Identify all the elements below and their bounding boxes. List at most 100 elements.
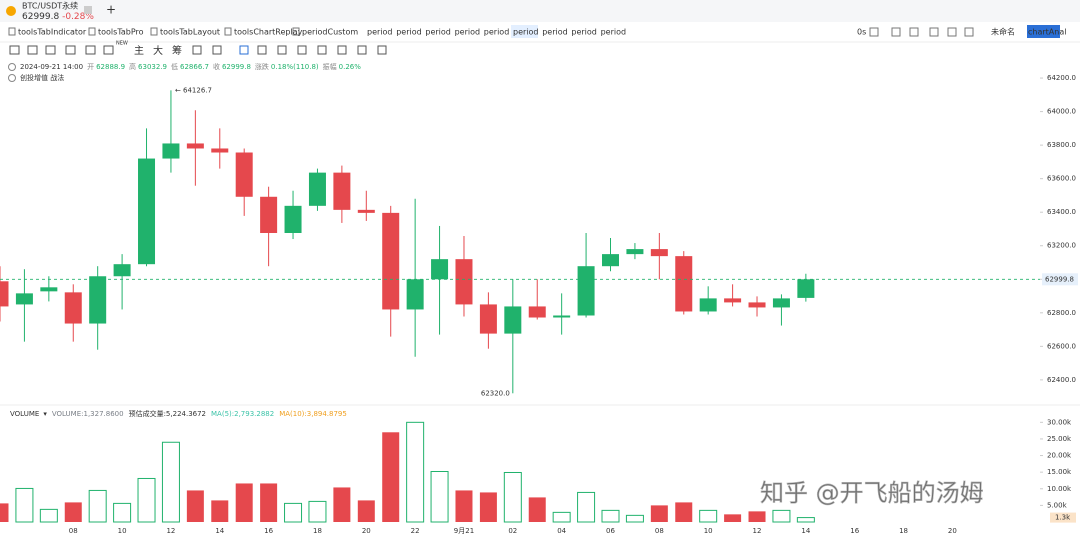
field-value: 62999.8 [222, 63, 251, 71]
draw-tool[interactable] [65, 45, 76, 55]
field-label: 高 [129, 62, 136, 71]
draw-tool[interactable] [257, 45, 267, 55]
draw-tool[interactable] [103, 45, 114, 55]
last-volume-label: 1.3k [1055, 514, 1071, 522]
volume-tick-label: 30.00k [1047, 418, 1072, 426]
candle-body [64, 292, 82, 324]
period[interactable]: period [396, 28, 421, 37]
volume-bar [308, 500, 327, 523]
draw-tool[interactable] [27, 45, 38, 55]
volume-bar [455, 490, 473, 522]
draw-tool[interactable] [85, 45, 96, 55]
draw-tool[interactable] [192, 45, 202, 55]
candle-body [553, 315, 571, 318]
draw-tool[interactable] [45, 45, 56, 55]
toolbar-tab[interactable]: toolsTabLayout [160, 28, 220, 37]
draw-tool[interactable] [277, 45, 287, 55]
add-tab[interactable]: + [106, 3, 116, 17]
candle-body [406, 279, 424, 310]
price: 62999.8 -0.28% [22, 12, 94, 22]
volume-bar [675, 502, 693, 522]
volume-bar [601, 509, 620, 523]
volume-bar [748, 511, 766, 522]
toolbar-tab[interactable]: toolsChartReplay [234, 28, 303, 37]
high-marker: ← 64126.7 [175, 86, 212, 94]
field-value: 0.26% [339, 63, 362, 71]
y-tick-label: 63800.0 [1047, 141, 1076, 149]
candle-body [0, 281, 9, 307]
analysis[interactable]: chartAnal [1028, 28, 1066, 37]
y-tick-label: 62400.0 [1047, 376, 1076, 384]
symbol[interactable]: BTC/USDT永续 [22, 1, 78, 11]
draw-tool[interactable] [357, 45, 367, 55]
quick-tool[interactable]: 大 [153, 44, 163, 57]
toolbar-tab[interactable]: toolsTabPro [98, 28, 144, 37]
tool-icon[interactable] [909, 27, 919, 37]
volume-bar [724, 514, 742, 522]
candle-body [333, 172, 351, 210]
x-tick-label: 20 [948, 527, 957, 535]
period[interactable]: period [571, 28, 596, 37]
volume-bar [186, 490, 204, 522]
tool-icon[interactable] [891, 27, 901, 37]
watermark: 知乎 @开飞船的汤姆 [760, 479, 984, 507]
collapse[interactable] [8, 63, 16, 71]
candle-body [260, 196, 278, 233]
volume-tick-label: 15.00k [1047, 468, 1072, 476]
eye[interactable] [8, 74, 16, 82]
volume-bar [260, 483, 278, 522]
draw-tool[interactable] [317, 45, 327, 55]
draw-tool[interactable] [212, 45, 222, 55]
draw-tool[interactable] [239, 45, 249, 55]
quick-tool[interactable]: 主 [134, 45, 144, 57]
layout-name[interactable]: 未命名 [991, 27, 1015, 37]
x-tick-label: 14 [215, 527, 224, 535]
period[interactable]: period [601, 28, 626, 37]
period[interactable]: period [425, 28, 450, 37]
tool-icon[interactable] [929, 27, 939, 37]
volume-legend-item: 预估成交量:5,224.3672 [129, 409, 206, 418]
volume-bar [625, 514, 644, 523]
field-label: 振幅 [323, 62, 337, 71]
quick-tool[interactable]: 筹 [172, 44, 182, 57]
candle-body [162, 143, 180, 159]
toolbar-tab[interactable]: toolsTabIndicator [18, 28, 87, 37]
tool-icon[interactable] [869, 27, 879, 37]
volume-bar [406, 421, 425, 523]
volume-bar [796, 517, 815, 523]
tab-bar [0, 0, 1080, 22]
candle-body [724, 298, 742, 303]
period[interactable]: period [542, 28, 567, 37]
field-label: 开 [87, 63, 94, 71]
coin-icon [6, 6, 16, 16]
volume-bar [699, 509, 718, 523]
field-label: 低 [171, 62, 178, 71]
price-change: -0.28% [62, 12, 94, 22]
volume-bar [382, 432, 400, 522]
tab-icon [150, 27, 158, 36]
volume-tick-label: 5.00k [1047, 501, 1068, 509]
draw-tool[interactable] [337, 45, 347, 55]
draw-tool[interactable] [297, 45, 307, 55]
volume-bar [64, 502, 82, 522]
period[interactable]: period [455, 28, 480, 37]
tool-icon[interactable] [947, 27, 957, 37]
period[interactable]: period [367, 28, 392, 37]
period[interactable]: period [484, 28, 509, 37]
tool-icon[interactable] [964, 27, 974, 37]
volume-tick-label: 25.00k [1047, 435, 1072, 443]
badge: NEW [116, 41, 128, 47]
toolbar-tab[interactable]: periodCustom [302, 28, 358, 37]
draw-tool[interactable] [9, 45, 20, 55]
field-value: 0.18%(110.8) [271, 63, 319, 71]
candle-body [284, 205, 302, 233]
close-tab[interactable] [84, 6, 92, 14]
datetime: 2024-09-21 14:00 [20, 63, 83, 71]
x-tick-label: 08 [69, 527, 78, 535]
field-label: 涨跌 [255, 62, 269, 71]
tab-icon [8, 27, 16, 36]
volume-legend-item: VOLUME:1,327.8600 [52, 410, 124, 418]
draw-tool[interactable] [377, 45, 387, 55]
period[interactable]: period [513, 28, 538, 37]
volume-bar [88, 489, 107, 523]
